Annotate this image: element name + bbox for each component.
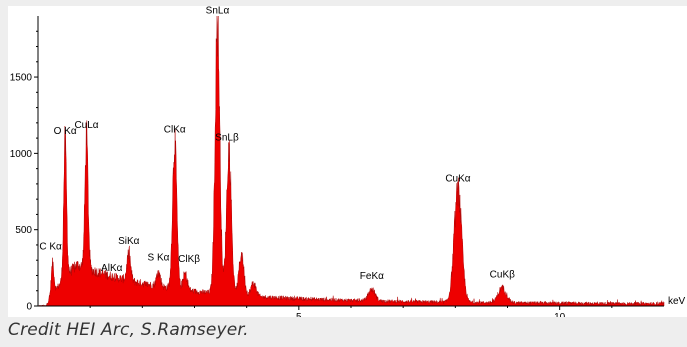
y-tick-label: 1000 [10, 149, 33, 160]
peak-label: CuKα [445, 174, 470, 185]
x-tick-label: 5 [296, 312, 302, 317]
spectrum-area [37, 15, 665, 307]
peak-label: SnLβ [215, 132, 239, 143]
x-axis-unit-label: keV [668, 296, 686, 307]
peak-label: ClKα [164, 125, 186, 136]
peak-label: C Kα [39, 241, 62, 252]
peak-label: CuLα [74, 120, 98, 131]
peak-label: SnLα [206, 6, 230, 17]
x-tick-label: 10 [554, 312, 566, 317]
peak-label: CuKβ [490, 270, 515, 281]
peak-label: ClKβ [178, 254, 200, 265]
peak-label: FeKα [360, 271, 384, 282]
peak-label: AlKα [101, 263, 123, 274]
peak-label: O Kα [54, 126, 77, 137]
peak-label: SiKα [118, 236, 140, 247]
y-tick-label: 0 [26, 302, 32, 313]
peak-label: S Kα [148, 252, 170, 263]
y-tick-label: 500 [15, 225, 32, 236]
credit-caption: Credit HEI Arc, S.Ramseyer. [8, 320, 249, 340]
y-tick-label: 1500 [10, 73, 33, 84]
